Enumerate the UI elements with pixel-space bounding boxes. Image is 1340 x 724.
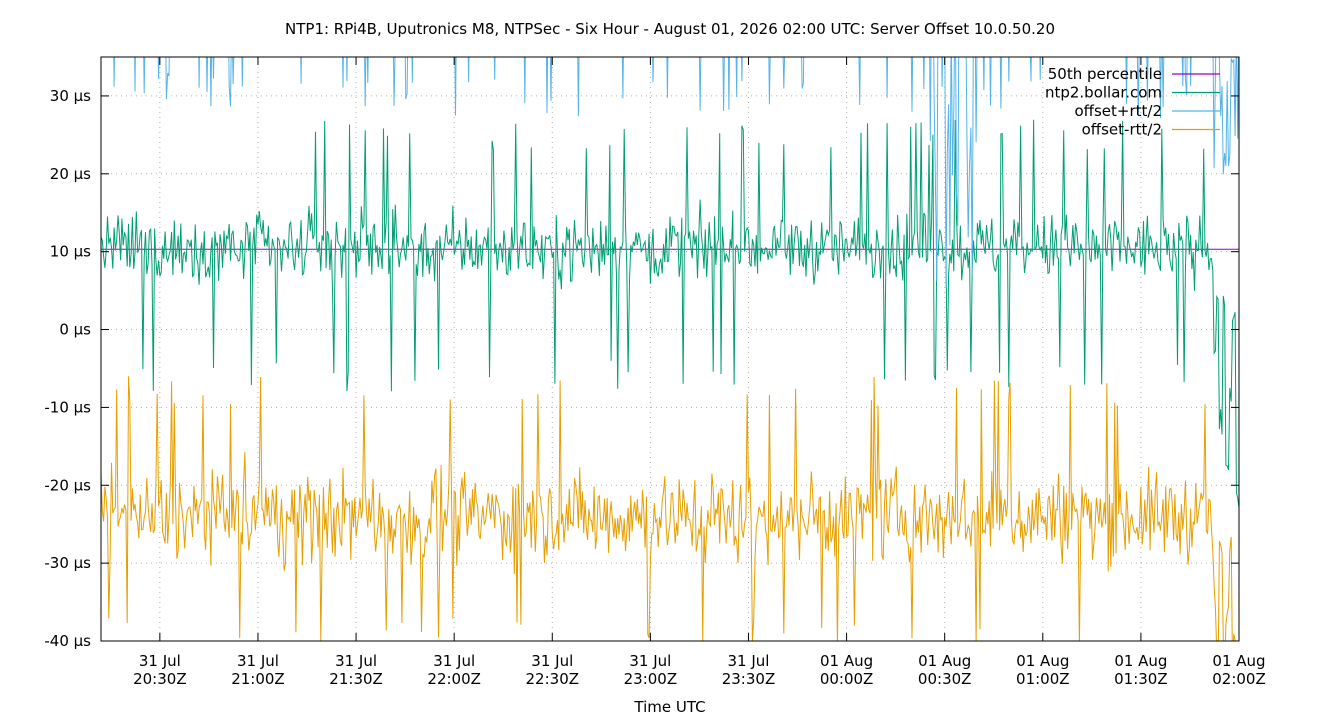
x-tick-label-time: 22:30Z	[526, 670, 580, 688]
x-tick-label-time: 01:00Z	[1016, 670, 1070, 688]
y-tick-label: -30 µs	[44, 554, 91, 572]
y-tick-label: -40 µs	[44, 632, 91, 650]
x-tick-label-date: 01 Aug	[918, 652, 971, 670]
x-tick-label-date: 31 Jul	[335, 652, 377, 670]
x-tick-label-date: 01 Aug	[1212, 652, 1265, 670]
x-tick-label-time: 20:30Z	[133, 670, 187, 688]
x-tick-label-date: 01 Aug	[1114, 652, 1167, 670]
legend-label: ntp2.bollar.com	[1045, 84, 1162, 102]
legend-label: offset+rtt/2	[1074, 102, 1162, 120]
series-line-1	[101, 119, 1239, 508]
x-tick-label-date: 31 Jul	[629, 652, 671, 670]
x-tick-label-date: 31 Jul	[433, 652, 475, 670]
legend-label: 50th percentile	[1048, 65, 1162, 83]
x-tick-label-time: 21:30Z	[329, 670, 383, 688]
y-tick-label: 0 µs	[59, 321, 91, 339]
y-tick-label: 10 µs	[50, 243, 91, 261]
chart-title: NTP1: RPi4B, Uputronics M8, NTPSec - Six…	[285, 20, 1055, 38]
series-line-3	[101, 376, 1236, 641]
x-tick-label-time: 21:00Z	[231, 670, 285, 688]
x-tick-label-time: 23:30Z	[722, 670, 776, 688]
x-tick-label-date: 31 Jul	[237, 652, 279, 670]
axes: 30 µs 20 µs 10 µs 0 µs -10 µs -20 µs -30 µs -40…	[44, 57, 1266, 688]
x-tick-label-time: 22:00Z	[427, 670, 481, 688]
x-tick-label-time: 23:00Z	[624, 670, 678, 688]
x-tick-label-date: 31 Jul	[531, 652, 573, 670]
x-tick-label-date: 01 Aug	[820, 652, 873, 670]
x-tick-label-time: 01:30Z	[1114, 670, 1168, 688]
y-tick-label: 20 µs	[50, 165, 91, 183]
plot-frame	[100, 56, 1240, 642]
x-axis-label: Time UTC	[633, 698, 705, 716]
x-tick-label-date: 01 Aug	[1016, 652, 1069, 670]
y-tick-label: -20 µs	[44, 476, 91, 494]
x-tick-label-time: 00:00Z	[820, 670, 874, 688]
legend: 50th percentilentp2.bollar.comoffset+rtt…	[1045, 65, 1220, 139]
x-tick-label-date: 31 Jul	[139, 652, 181, 670]
x-tick-label-date: 31 Jul	[728, 652, 770, 670]
legend-label: offset-rtt/2	[1082, 121, 1162, 139]
x-tick-label-time: 00:30Z	[918, 670, 972, 688]
y-tick-label: 30 µs	[50, 87, 91, 105]
y-tick-label: -10 µs	[44, 398, 91, 416]
x-tick-label-time: 02:00Z	[1212, 670, 1266, 688]
series-layer	[101, 57, 1239, 641]
